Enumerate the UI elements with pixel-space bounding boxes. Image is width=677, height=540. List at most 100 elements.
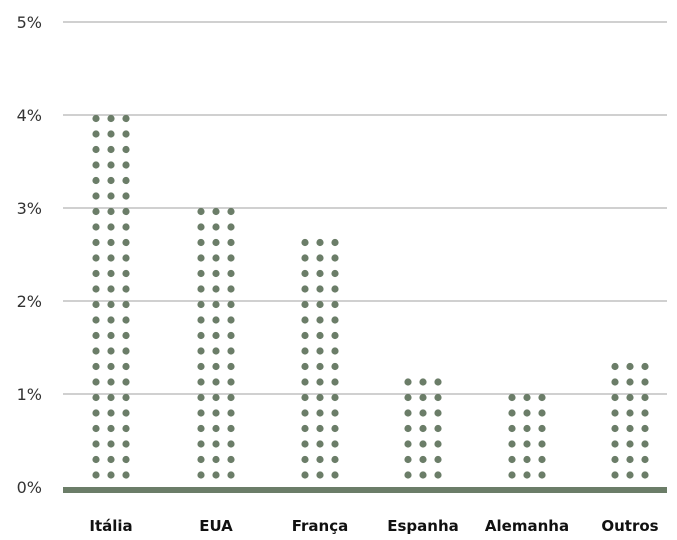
data-dot — [404, 455, 412, 464]
data-dot — [611, 393, 619, 402]
data-dot — [331, 471, 339, 479]
data-dot — [611, 471, 619, 479]
data-dot — [212, 393, 220, 402]
data-dot — [107, 130, 115, 138]
data-dot — [212, 424, 220, 433]
x-axis-baseline — [63, 487, 667, 493]
data-dot — [434, 440, 442, 448]
data-dot — [122, 207, 130, 216]
data-dot — [301, 378, 309, 386]
data-dot — [107, 440, 115, 448]
data-dot — [419, 440, 427, 448]
data-dot — [107, 145, 115, 154]
data-dot — [197, 409, 205, 417]
data-dot — [331, 269, 339, 278]
category-label: Outros — [601, 517, 658, 535]
data-dot — [212, 409, 220, 417]
data-dot — [331, 254, 339, 262]
data-dot — [227, 254, 235, 262]
data-dot — [227, 316, 235, 324]
data-dot — [197, 238, 205, 247]
data-dot — [107, 362, 115, 371]
data-dot — [611, 362, 619, 371]
data-dot — [107, 471, 115, 479]
data-dot — [122, 145, 130, 154]
data-dot — [197, 362, 205, 371]
data-dot — [212, 378, 220, 386]
data-dot — [538, 455, 546, 464]
data-dot — [197, 424, 205, 433]
data-dot — [331, 378, 339, 386]
data-dot — [331, 331, 339, 340]
data-dot — [626, 440, 634, 448]
dot-column — [611, 362, 649, 479]
data-dot — [419, 471, 427, 479]
data-dot — [92, 145, 100, 154]
data-dot — [331, 409, 339, 417]
data-dot — [434, 393, 442, 402]
category-label: Espanha — [387, 517, 459, 535]
data-dot — [107, 176, 115, 185]
data-dot — [92, 161, 100, 169]
data-dot — [331, 238, 339, 247]
data-dot — [92, 300, 100, 309]
data-dot — [197, 455, 205, 464]
data-dot — [331, 440, 339, 448]
data-dot — [212, 440, 220, 448]
data-dot — [508, 440, 516, 448]
data-dot — [92, 269, 100, 278]
data-dot — [301, 254, 309, 262]
data-dot — [404, 378, 412, 386]
data-dot — [331, 455, 339, 464]
data-dot — [316, 424, 324, 433]
data-dot — [122, 300, 130, 309]
data-dot — [301, 409, 309, 417]
category-label: França — [292, 517, 349, 535]
data-dot — [197, 269, 205, 278]
data-dot — [107, 207, 115, 216]
data-dot — [107, 300, 115, 309]
data-dot — [92, 378, 100, 386]
y-tick-label: 2% — [17, 292, 42, 311]
y-tick-label: 3% — [17, 199, 42, 218]
data-dot — [301, 362, 309, 371]
data-dot — [107, 161, 115, 169]
data-dot — [538, 393, 546, 402]
data-dot — [197, 347, 205, 355]
data-dot — [523, 424, 531, 433]
data-dot — [122, 440, 130, 448]
data-dot — [611, 440, 619, 448]
data-dot — [92, 223, 100, 231]
data-dot — [212, 347, 220, 355]
data-dot — [122, 409, 130, 417]
data-dot — [523, 409, 531, 417]
data-dot — [107, 409, 115, 417]
data-dot — [92, 362, 100, 371]
data-dot — [331, 300, 339, 309]
data-dot — [92, 176, 100, 185]
data-dot — [122, 347, 130, 355]
data-dot — [404, 471, 412, 479]
dot-column — [197, 207, 235, 479]
data-dot — [227, 207, 235, 216]
data-dot — [212, 223, 220, 231]
data-dot — [641, 455, 649, 464]
data-dot — [107, 223, 115, 231]
data-dot — [197, 378, 205, 386]
data-dot — [212, 207, 220, 216]
data-dot — [212, 238, 220, 247]
data-dot — [611, 378, 619, 386]
data-dot — [538, 471, 546, 479]
data-dot — [611, 409, 619, 417]
data-dot — [523, 455, 531, 464]
data-dot — [331, 393, 339, 402]
data-dot — [641, 378, 649, 386]
dot-column — [301, 238, 339, 479]
data-dot — [212, 455, 220, 464]
data-dot — [197, 440, 205, 448]
data-dot — [227, 300, 235, 309]
data-dot — [641, 471, 649, 479]
data-dot — [301, 285, 309, 293]
data-dot — [92, 316, 100, 324]
data-dot — [122, 455, 130, 464]
